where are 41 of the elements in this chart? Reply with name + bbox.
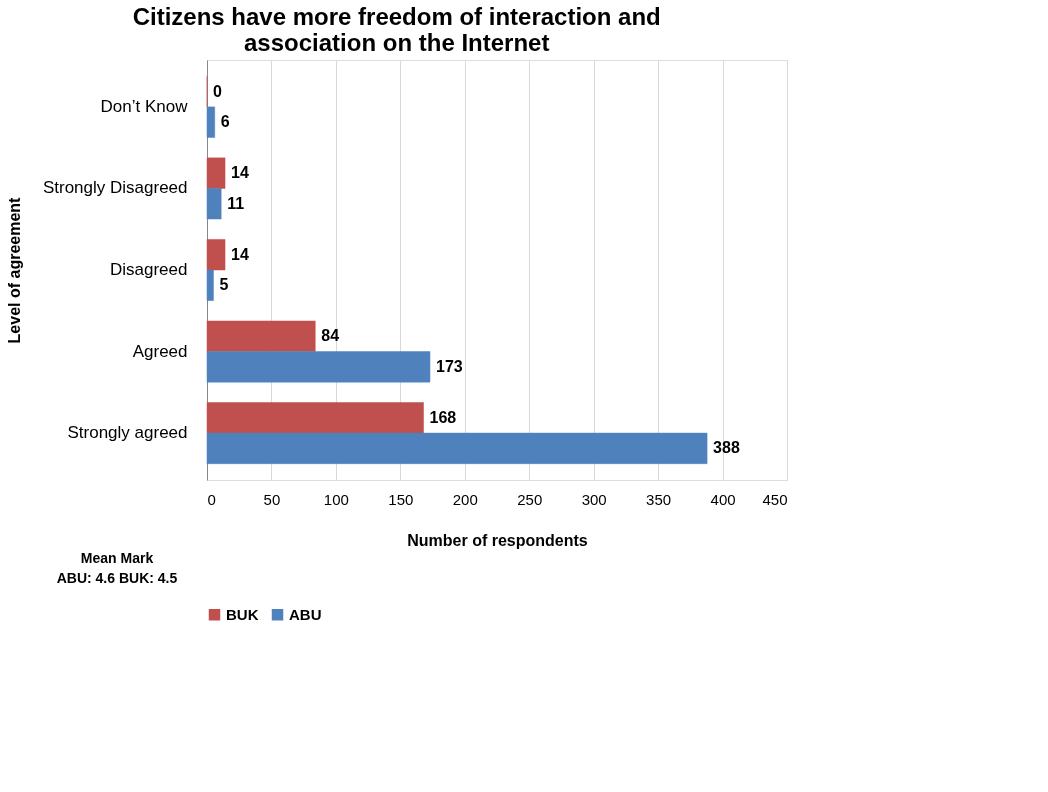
x-tick-label: 100	[323, 490, 349, 508]
x-tick-label: 150	[388, 490, 414, 508]
data-label: 14	[231, 245, 249, 263]
bar	[206, 269, 214, 301]
data-label: 6	[220, 113, 230, 131]
y-tick-label: Strongly agreed	[67, 423, 188, 443]
x-tick-label: 300	[581, 490, 607, 508]
data-label: 388	[713, 439, 740, 457]
data-label: 14	[231, 164, 249, 182]
y-tick-label: Don’t Know	[100, 96, 189, 116]
y-tick-label: Agreed	[132, 341, 188, 361]
bar	[206, 351, 431, 383]
x-tick-label: 450	[762, 490, 788, 508]
bar	[206, 157, 226, 189]
data-label: 168	[429, 408, 457, 426]
text: ABU: 4.6 BUK: 4.5	[56, 570, 178, 586]
x-tick-label: 0	[207, 490, 216, 508]
bar	[206, 106, 215, 138]
y-axis-title: Level of agreement	[5, 196, 23, 344]
x-tick-label: 200	[452, 490, 478, 508]
data-label: 84	[321, 327, 340, 345]
text: Mean Mark	[80, 550, 154, 566]
bar	[206, 432, 708, 464]
y-tick-label: Disagreed	[110, 260, 188, 279]
data-label: 0	[213, 82, 222, 100]
legend-label: BUK	[226, 605, 259, 623]
legend-label: ABU	[289, 605, 322, 623]
data-label: 173	[435, 357, 463, 375]
x-tick-label: 250	[517, 490, 543, 508]
y-tick-label: Strongly Disagreed	[42, 178, 188, 198]
bar	[206, 402, 424, 434]
x-axis-title: Number of respondents	[407, 531, 588, 549]
x-tick-label: 50	[263, 490, 281, 508]
bar	[206, 188, 222, 220]
chart-title: Citizens have more freedom of interaction and association on the Internet	[132, 2, 661, 56]
bar	[206, 239, 226, 271]
bar	[206, 320, 316, 352]
data-label: 11	[227, 194, 245, 212]
x-tick-label: 400	[710, 490, 736, 508]
x-tick-label: 350	[646, 490, 672, 508]
data-label: 5	[219, 276, 229, 294]
